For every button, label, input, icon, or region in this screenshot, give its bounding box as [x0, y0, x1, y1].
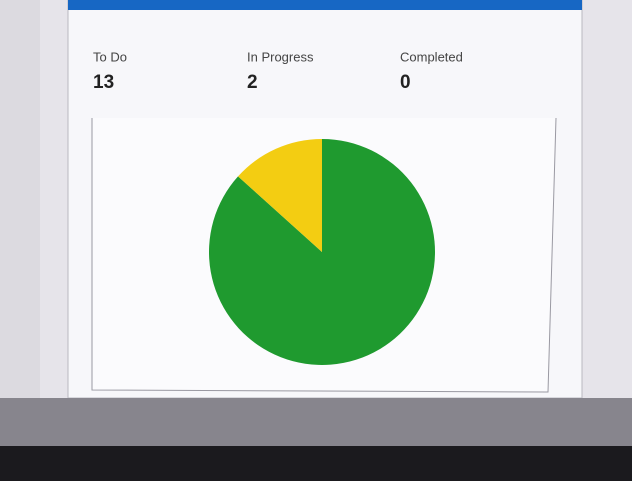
stat-value: 13 — [93, 72, 114, 93]
stat-value: 0 — [400, 72, 411, 93]
pie-chart — [209, 139, 435, 365]
stat-value: 2 — [247, 72, 258, 93]
stat-label: Completed — [400, 49, 463, 64]
screen: To Do 13 In Progress 2 Completed 0 — [0, 0, 632, 481]
card-header-bar — [68, 0, 582, 10]
stat-label: To Do — [93, 49, 127, 64]
desk — [0, 446, 632, 481]
stat-label: In Progress — [247, 49, 314, 64]
screen-bezel — [0, 398, 632, 446]
page: To Do13In Progress2Completed0 (() => { c… — [0, 0, 632, 481]
side-strip — [0, 0, 40, 400]
